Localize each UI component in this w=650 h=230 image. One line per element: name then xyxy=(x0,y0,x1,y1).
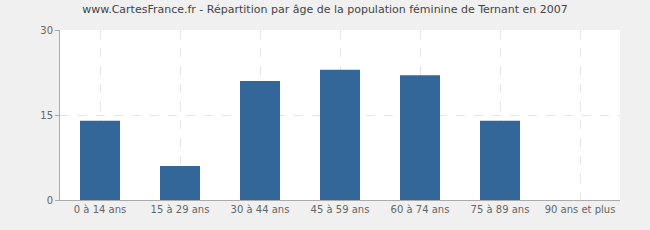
svg-text:0 à 14 ans: 0 à 14 ans xyxy=(74,204,126,215)
svg-text:45 à 59 ans: 45 à 59 ans xyxy=(311,204,370,215)
svg-text:75 à 89 ans: 75 à 89 ans xyxy=(471,204,530,215)
svg-text:60 à 74 ans: 60 à 74 ans xyxy=(391,204,450,215)
svg-text:90 ans et plus: 90 ans et plus xyxy=(545,204,616,215)
svg-text:www.CartesFrance.fr - Répartit: www.CartesFrance.fr - Répartition par âg… xyxy=(82,3,568,16)
svg-text:15 à 29 ans: 15 à 29 ans xyxy=(151,204,210,215)
svg-text:15: 15 xyxy=(40,110,53,121)
svg-text:0: 0 xyxy=(47,195,53,206)
svg-text:30: 30 xyxy=(40,25,53,36)
svg-text:30 à 44 ans: 30 à 44 ans xyxy=(231,204,290,215)
